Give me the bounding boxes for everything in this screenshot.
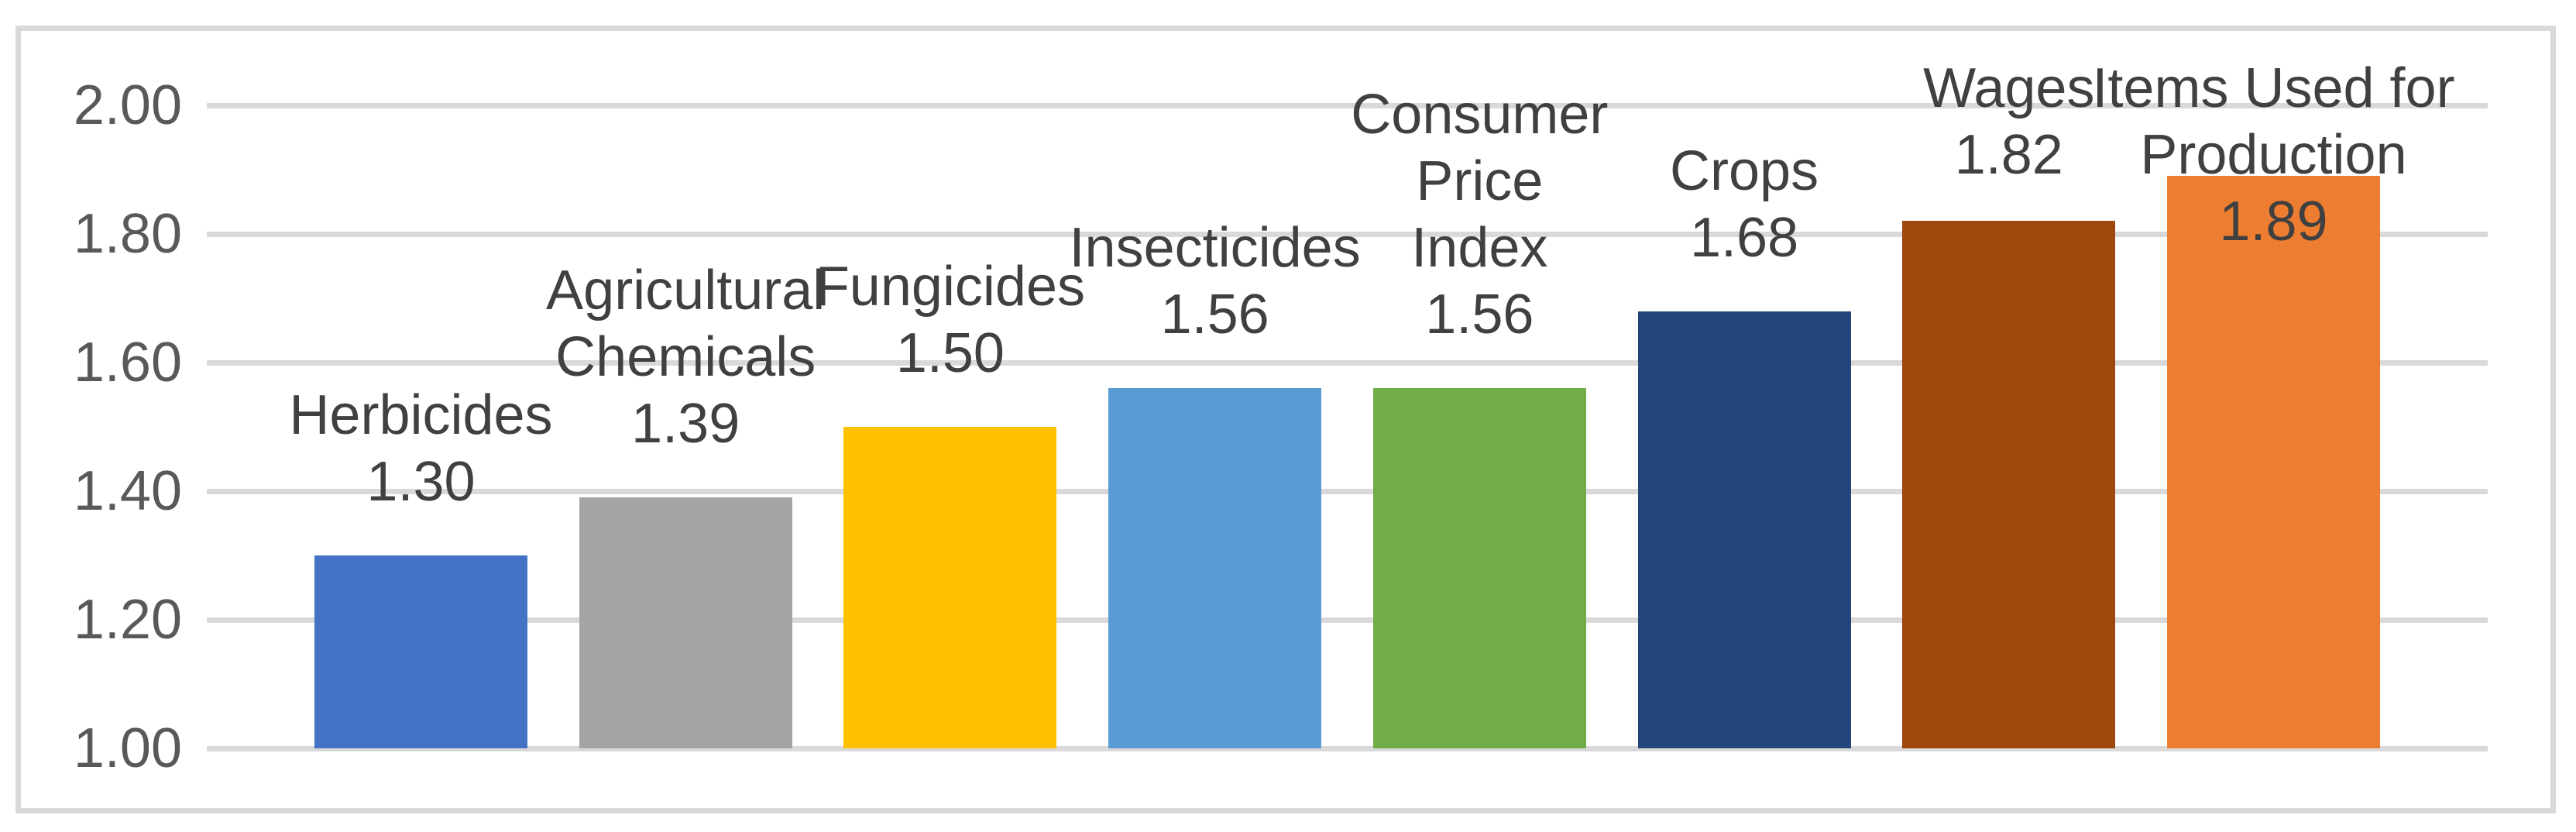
bar-label-crops: Crops 1.68 — [1543, 138, 1946, 271]
bar-label-line: Chemicals — [555, 326, 816, 389]
chart-frame: 1.00 1.20 1.40 1.60 1.80 2.00 Herbicides 1.30 A… — [15, 26, 2556, 813]
bar-label-line: Agricultural — [546, 260, 826, 322]
bar-label-line: 1.68 — [1689, 206, 1799, 269]
bar-label-line: Consumer — [1351, 84, 1609, 146]
bar-label-line: Wages — [1923, 57, 2095, 119]
bar-label-line: 1.56 — [1160, 284, 1269, 346]
y-axis-tick-label: 1.00 — [73, 717, 182, 779]
bar-label-agricultural-chemicals: Agricultural Chemicals 1.39 — [484, 257, 887, 457]
bar-label-line: 1.30 — [366, 451, 476, 513]
bar-herbicides — [314, 555, 527, 748]
y-axis-tick-label: 2.00 — [73, 74, 182, 136]
bar-items-used-for-production — [2167, 176, 2380, 748]
bar-label-line: Index — [1411, 217, 1548, 280]
y-axis-tick-label: 1.40 — [73, 460, 182, 522]
bar-label-line: 1.50 — [895, 322, 1005, 384]
bar-label-line: 1.89 — [2219, 191, 2328, 253]
gridline — [207, 231, 2488, 237]
bar-label-line: Price — [1416, 150, 1544, 213]
bar-label-line: 1.39 — [631, 393, 740, 456]
bar-label-line: Production — [2140, 124, 2407, 186]
bar-agricultural-chemicals — [579, 497, 792, 748]
bar-insecticides — [1108, 388, 1322, 748]
bar-label-line: Crops — [1670, 139, 1819, 202]
bar-consumer-price-index — [1372, 388, 1586, 748]
bar-label-line: Herbicides — [289, 384, 553, 446]
gridline — [207, 745, 2488, 751]
bar-wages — [1902, 221, 2116, 748]
bar-label-wages: Wages 1.82 — [1808, 55, 2210, 188]
bar-label-insecticides: Insecticides 1.56 — [1014, 215, 1417, 348]
gridline — [207, 102, 2488, 108]
bar-label-line: Fungicides — [815, 256, 1086, 318]
bar-label-line: Items Used for — [2092, 57, 2455, 119]
y-axis-tick-label: 1.80 — [73, 203, 182, 265]
bar-label-line: 1.82 — [1954, 124, 2063, 186]
gridline — [207, 488, 2488, 494]
bar-label-herbicides: Herbicides 1.30 — [220, 382, 623, 515]
gridline — [207, 617, 2488, 623]
bar-label-line: Insecticides — [1069, 217, 1361, 280]
y-axis-tick-label: 1.60 — [73, 332, 182, 394]
gridline — [207, 359, 2488, 366]
bar-label-line: 1.56 — [1425, 284, 1534, 346]
bar-fungicides — [843, 427, 1057, 748]
bar-label-fungicides: Fungicides 1.50 — [749, 253, 1152, 387]
bar-label-items-used-for-production: Items Used for Production 1.89 — [2073, 55, 2475, 255]
bar-crops — [1637, 311, 1851, 748]
y-axis-tick-label: 1.20 — [73, 589, 182, 651]
bar-label-consumer-price-index: Consumer Price Index 1.56 — [1278, 81, 1681, 348]
